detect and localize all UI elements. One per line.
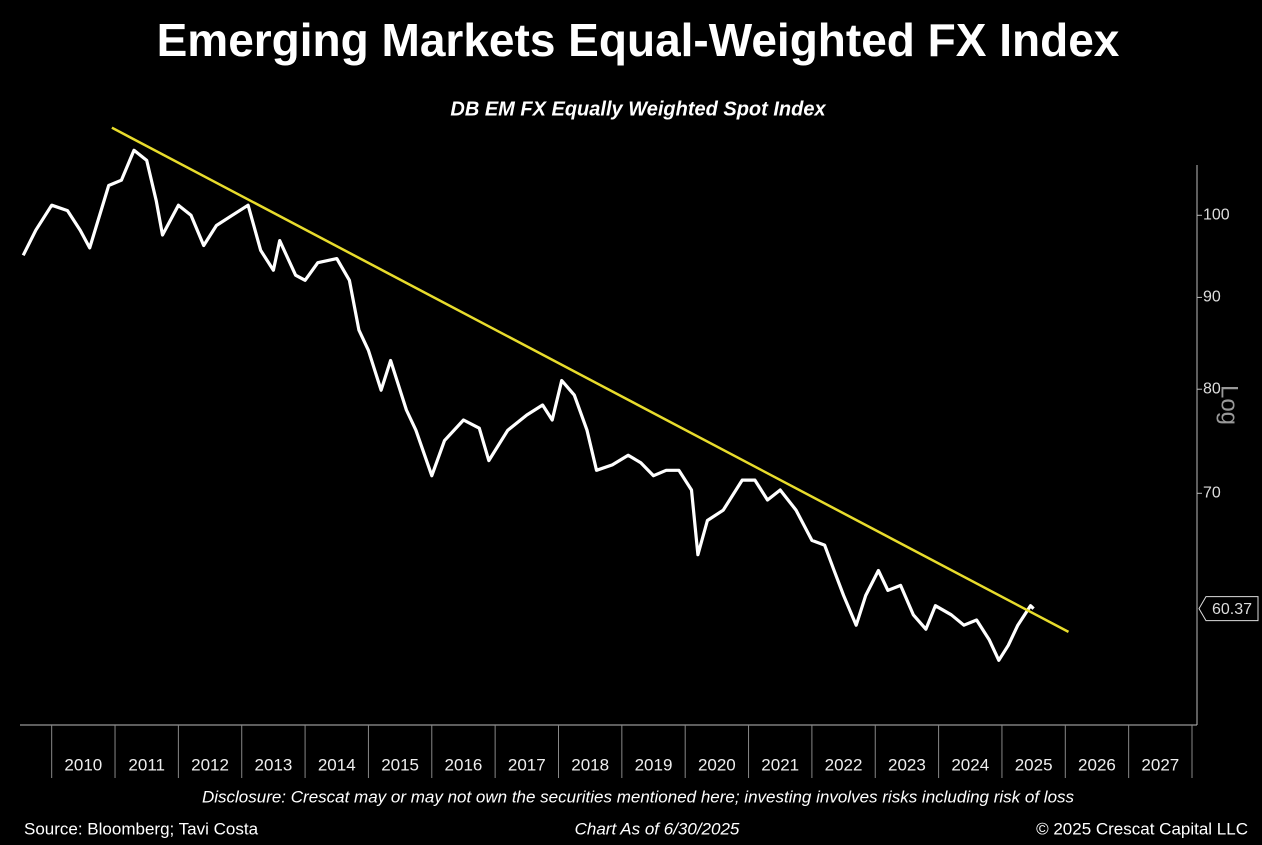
- x-tick-label: 2010: [64, 755, 102, 774]
- y-tick-label: 90: [1203, 289, 1221, 306]
- x-tick-label: 2027: [1141, 755, 1179, 774]
- last-value-label: 60.37: [1212, 601, 1252, 618]
- x-tick-label: 2020: [698, 755, 736, 774]
- x-tick-label: 2024: [951, 755, 989, 774]
- chart-subtitle: DB EM FX Equally Weighted Spot Index: [450, 98, 826, 120]
- x-tick-label: 2026: [1078, 755, 1116, 774]
- series-line: [21, 148, 1035, 662]
- x-tick-label: 2012: [191, 755, 229, 774]
- x-tick-label: 2017: [508, 755, 546, 774]
- x-tick-label: 2019: [635, 755, 673, 774]
- x-tick-label: 2025: [1015, 755, 1053, 774]
- x-tick-label: 2013: [254, 755, 292, 774]
- x-tick-label: 2015: [381, 755, 419, 774]
- x-tick-label: 2022: [825, 755, 863, 774]
- x-tick-label: 2021: [761, 755, 799, 774]
- as-of: Chart As of 6/30/2025: [575, 819, 740, 838]
- y-tick-label: 80: [1203, 380, 1221, 397]
- y-tick-label: 100: [1203, 207, 1230, 224]
- x-tick-label: 2014: [318, 755, 356, 774]
- disclosure: Disclosure: Crescat may or may not own t…: [202, 787, 1075, 806]
- log-label: Log: [1216, 385, 1243, 425]
- copyright: © 2025 Crescat Capital LLC: [1036, 819, 1248, 838]
- source: Source: Bloomberg; Tavi Costa: [24, 819, 259, 838]
- trendline: [111, 126, 1070, 634]
- x-tick-label: 2016: [445, 755, 483, 774]
- last-value-box: [1198, 596, 1259, 622]
- x-tick-label: 2023: [888, 755, 926, 774]
- y-tick-label: 70: [1203, 485, 1221, 502]
- x-tick-label: 2018: [571, 755, 609, 774]
- chart-title: Emerging Markets Equal-Weighted FX Index: [157, 14, 1120, 66]
- x-tick-label: 2011: [128, 755, 165, 774]
